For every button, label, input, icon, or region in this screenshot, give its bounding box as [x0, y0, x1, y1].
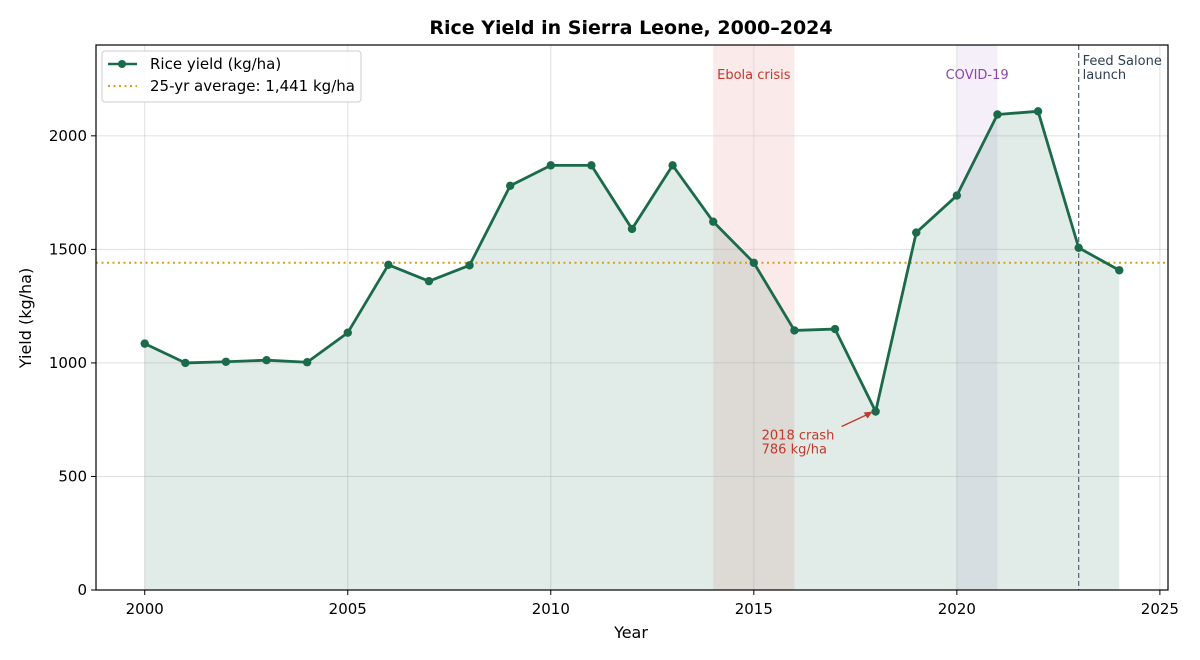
- x-tick-label: 2000: [126, 600, 164, 618]
- annotation-arrow-head-0: [863, 411, 873, 419]
- data-point: [871, 407, 880, 416]
- legend-box: [101, 50, 362, 103]
- data-point: [1115, 266, 1124, 275]
- data-point: [465, 261, 474, 270]
- data-point: [546, 161, 555, 170]
- data-point: [140, 339, 149, 348]
- annotation-label-0: 786 kg/ha: [762, 443, 827, 458]
- data-point: [952, 191, 962, 200]
- data-point: [384, 260, 393, 270]
- y-tick-label: 0: [77, 581, 87, 599]
- data-point: [262, 355, 271, 365]
- shaded-period-label-0: Ebola crisis: [717, 68, 791, 83]
- x-tick-label: 2025: [1141, 600, 1179, 618]
- data-point: [587, 161, 596, 170]
- x-tick-label: 2010: [532, 600, 570, 618]
- data-point: [668, 161, 677, 170]
- x-tick-label: 2005: [329, 600, 367, 618]
- data-point: [627, 224, 637, 234]
- y-tick-label: 500: [58, 467, 87, 485]
- legend-marker: [118, 60, 126, 68]
- data-point: [221, 357, 231, 366]
- data-point: [343, 328, 352, 337]
- data-point: [505, 181, 515, 190]
- event-label-0: launch: [1083, 68, 1126, 83]
- data-point: [1074, 243, 1083, 252]
- legend-label-series: Rice yield (kg/ha): [150, 55, 281, 73]
- y-axis-label: Yield (kg/ha): [16, 268, 35, 369]
- x-axis-label: Year: [613, 623, 648, 642]
- data-point: [749, 258, 759, 267]
- y-tick-label: 2000: [49, 127, 87, 145]
- data-point: [790, 326, 799, 335]
- series-area-fill: [144, 111, 1120, 590]
- data-point: [830, 324, 840, 334]
- plot-frame: [95, 44, 1169, 591]
- data-point: [912, 228, 921, 237]
- shaded-period-label-1: COVID-19: [946, 68, 1009, 83]
- x-tick-label: 2020: [938, 600, 976, 618]
- data-point: [709, 217, 718, 226]
- data-point: [302, 358, 312, 367]
- event-label-0: Feed Salone: [1083, 54, 1162, 69]
- data-point: [181, 358, 190, 368]
- data-point: [993, 110, 1002, 119]
- legend-label-average: 25-yr average: 1,441 kg/ha: [150, 77, 355, 95]
- data-point: [424, 276, 434, 286]
- y-tick-label: 1500: [49, 240, 87, 258]
- y-tick-label: 1000: [49, 354, 87, 372]
- x-tick-label: 2015: [735, 600, 773, 618]
- chart-title: Rice Yield in Sierra Leone, 2000–2024: [429, 17, 832, 39]
- annotation-label-0: 2018 crash: [762, 429, 835, 444]
- legend: Rice yield (kg/ha) 25-yr average: 1,441 …: [101, 50, 362, 103]
- data-point: [1033, 107, 1043, 116]
